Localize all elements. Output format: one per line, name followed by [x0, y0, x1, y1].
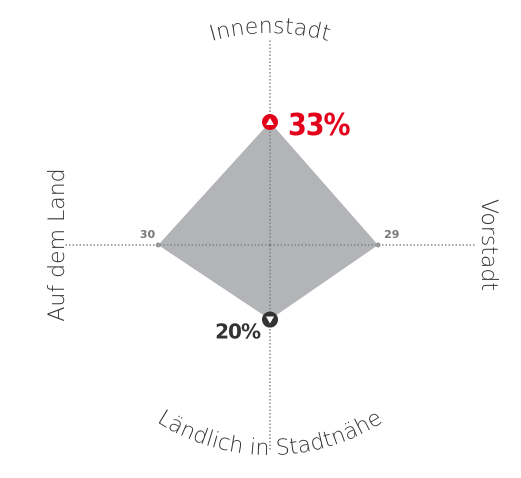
point [375, 242, 381, 248]
axis-label-text: Innenstadt [207, 14, 334, 47]
marker-arrow [266, 316, 274, 324]
value-label: 30 [140, 228, 156, 241]
value-label: 33% [288, 108, 351, 143]
radar-area [158, 122, 379, 320]
value-label: 20% [215, 320, 261, 344]
axis-label: Vorstadt [476, 199, 501, 291]
axis-label: Innenstadt [207, 14, 334, 47]
axis-label: Auf dem Land [45, 168, 70, 321]
point [155, 242, 161, 248]
marker-arrow [266, 118, 274, 125]
value-label: 29 [384, 228, 399, 241]
